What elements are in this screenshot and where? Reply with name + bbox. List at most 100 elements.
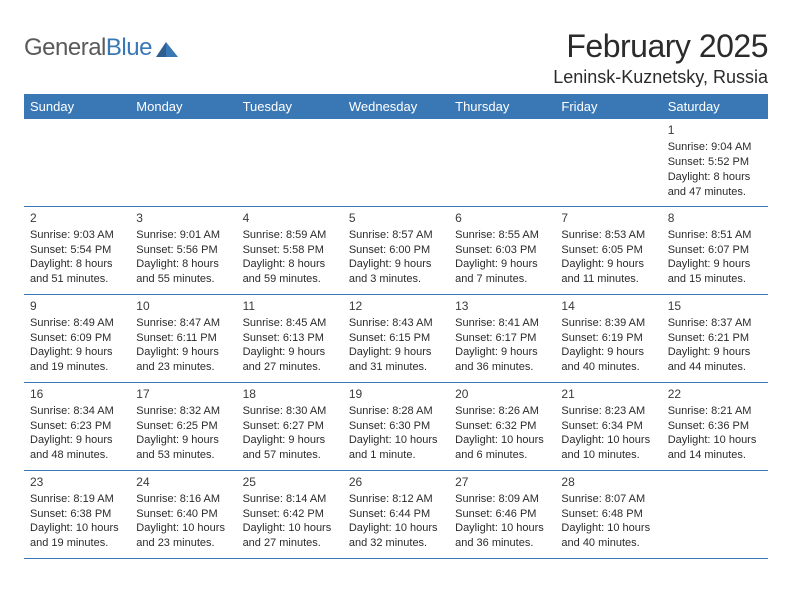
daylight-line: Daylight: 9 hours: [561, 345, 655, 360]
daylight-line: and 19 minutes.: [30, 536, 124, 551]
daylight-line: Daylight: 8 hours: [136, 257, 230, 272]
sunset-line: Sunset: 5:56 PM: [136, 243, 230, 258]
daylight-line: and 11 minutes.: [561, 272, 655, 287]
month-title: February 2025: [553, 28, 768, 65]
sunset-line: Sunset: 5:52 PM: [668, 155, 762, 170]
sunset-line: Sunset: 6:25 PM: [136, 419, 230, 434]
calendar-day-cell: 28Sunrise: 8:07 AMSunset: 6:48 PMDayligh…: [555, 470, 661, 558]
daylight-line: Daylight: 10 hours: [455, 521, 549, 536]
daylight-line: and 27 minutes.: [243, 360, 337, 375]
calendar-day-cell: 4Sunrise: 8:59 AMSunset: 5:58 PMDaylight…: [237, 206, 343, 294]
day-number: 26: [349, 474, 443, 490]
daylight-line: Daylight: 9 hours: [455, 345, 549, 360]
day-header: Friday: [555, 94, 661, 119]
day-number: 27: [455, 474, 549, 490]
calendar-day-cell: 5Sunrise: 8:57 AMSunset: 6:00 PMDaylight…: [343, 206, 449, 294]
daylight-line: Daylight: 9 hours: [561, 257, 655, 272]
daylight-line: and 15 minutes.: [668, 272, 762, 287]
daylight-line: Daylight: 10 hours: [455, 433, 549, 448]
daylight-line: Daylight: 10 hours: [136, 521, 230, 536]
sunrise-line: Sunrise: 8:49 AM: [30, 316, 124, 331]
sunrise-line: Sunrise: 8:21 AM: [668, 404, 762, 419]
sunset-line: Sunset: 6:44 PM: [349, 507, 443, 522]
calendar-day-cell: 11Sunrise: 8:45 AMSunset: 6:13 PMDayligh…: [237, 294, 343, 382]
calendar-day-cell: 24Sunrise: 8:16 AMSunset: 6:40 PMDayligh…: [130, 470, 236, 558]
daylight-line: Daylight: 10 hours: [668, 433, 762, 448]
daylight-line: and 55 minutes.: [136, 272, 230, 287]
brand-logo: GeneralBlue: [24, 28, 178, 62]
calendar-day-cell: 18Sunrise: 8:30 AMSunset: 6:27 PMDayligh…: [237, 382, 343, 470]
sunrise-line: Sunrise: 8:37 AM: [668, 316, 762, 331]
sunset-line: Sunset: 6:00 PM: [349, 243, 443, 258]
calendar-day-cell: 3Sunrise: 9:01 AMSunset: 5:56 PMDaylight…: [130, 206, 236, 294]
day-number: 21: [561, 386, 655, 402]
sunrise-line: Sunrise: 9:03 AM: [30, 228, 124, 243]
sunrise-line: Sunrise: 9:04 AM: [668, 140, 762, 155]
daylight-line: and 23 minutes.: [136, 360, 230, 375]
daylight-line: Daylight: 10 hours: [243, 521, 337, 536]
daylight-line: and 36 minutes.: [455, 360, 549, 375]
calendar-day-cell: 13Sunrise: 8:41 AMSunset: 6:17 PMDayligh…: [449, 294, 555, 382]
calendar-day-cell: 7Sunrise: 8:53 AMSunset: 6:05 PMDaylight…: [555, 206, 661, 294]
day-number: 7: [561, 210, 655, 226]
sunset-line: Sunset: 6:36 PM: [668, 419, 762, 434]
sunset-line: Sunset: 6:42 PM: [243, 507, 337, 522]
calendar-empty-cell: [130, 119, 236, 206]
daylight-line: Daylight: 9 hours: [668, 257, 762, 272]
calendar-day-cell: 12Sunrise: 8:43 AMSunset: 6:15 PMDayligh…: [343, 294, 449, 382]
calendar-day-cell: 8Sunrise: 8:51 AMSunset: 6:07 PMDaylight…: [662, 206, 768, 294]
daylight-line: and 1 minute.: [349, 448, 443, 463]
brand-name-b: Blue: [106, 34, 152, 61]
sunset-line: Sunset: 6:23 PM: [30, 419, 124, 434]
location: Leninsk-Kuznetsky, Russia: [553, 67, 768, 88]
daylight-line: Daylight: 10 hours: [561, 521, 655, 536]
sunrise-line: Sunrise: 8:34 AM: [30, 404, 124, 419]
daylight-line: and 40 minutes.: [561, 536, 655, 551]
day-number: 28: [561, 474, 655, 490]
daylight-line: and 14 minutes.: [668, 448, 762, 463]
calendar-week-row: 1Sunrise: 9:04 AMSunset: 5:52 PMDaylight…: [24, 119, 768, 206]
daylight-line: and 57 minutes.: [243, 448, 337, 463]
daylight-line: and 36 minutes.: [455, 536, 549, 551]
calendar-week-row: 2Sunrise: 9:03 AMSunset: 5:54 PMDaylight…: [24, 206, 768, 294]
daylight-line: and 51 minutes.: [30, 272, 124, 287]
calendar-day-cell: 19Sunrise: 8:28 AMSunset: 6:30 PMDayligh…: [343, 382, 449, 470]
calendar-day-cell: 17Sunrise: 8:32 AMSunset: 6:25 PMDayligh…: [130, 382, 236, 470]
daylight-line: Daylight: 9 hours: [243, 345, 337, 360]
calendar-day-cell: 2Sunrise: 9:03 AMSunset: 5:54 PMDaylight…: [24, 206, 130, 294]
calendar-day-cell: 20 Sunrise: 8:26 AMSunset: 6:32 PMDayligh…: [449, 382, 555, 470]
daylight-line: and 53 minutes.: [136, 448, 230, 463]
calendar-day-cell: 1Sunrise: 9:04 AMSunset: 5:52 PMDaylight…: [662, 119, 768, 206]
day-header: Wednesday: [343, 94, 449, 119]
sunrise-line: Sunrise: 8:47 AM: [136, 316, 230, 331]
daylight-line: and 31 minutes.: [349, 360, 443, 375]
day-number: 13: [455, 298, 549, 314]
sunset-line: Sunset: 6:11 PM: [136, 331, 230, 346]
sunrise-line: Sunrise: 8:41 AM: [455, 316, 549, 331]
calendar-day-cell: 22 Sunrise: 8:21 AMSunset: 6:36 PMDayligh…: [662, 382, 768, 470]
sunrise-line: Sunrise: 8:26 AM: [455, 404, 549, 419]
day-header: Tuesday: [237, 94, 343, 119]
day-number: 15: [668, 298, 762, 314]
sunrise-line: Sunrise: 8:39 AM: [561, 316, 655, 331]
day-number: 17: [136, 386, 230, 402]
sunrise-line: Sunrise: 8:23 AM: [561, 404, 655, 419]
day-number: 3: [136, 210, 230, 226]
daylight-line: and 40 minutes.: [561, 360, 655, 375]
daylight-line: Daylight: 9 hours: [243, 433, 337, 448]
day-number: 22: [668, 386, 762, 402]
sunset-line: Sunset: 6:32 PM: [455, 419, 549, 434]
sunrise-line: Sunrise: 8:59 AM: [243, 228, 337, 243]
sunrise-line: Sunrise: 8:30 AM: [243, 404, 337, 419]
day-number: 16: [30, 386, 124, 402]
day-number: 8: [668, 210, 762, 226]
daylight-line: Daylight: 10 hours: [561, 433, 655, 448]
sunset-line: Sunset: 6:05 PM: [561, 243, 655, 258]
calendar-body: 1Sunrise: 9:04 AMSunset: 5:52 PMDaylight…: [24, 119, 768, 558]
sunrise-line: Sunrise: 8:19 AM: [30, 492, 124, 507]
day-number: 20: [455, 386, 549, 402]
day-number: 11: [243, 298, 337, 314]
calendar-page: GeneralBlue February 2025 Leninsk-Kuznet…: [0, 0, 792, 612]
sunset-line: Sunset: 6:27 PM: [243, 419, 337, 434]
daylight-line: and 6 minutes.: [455, 448, 549, 463]
